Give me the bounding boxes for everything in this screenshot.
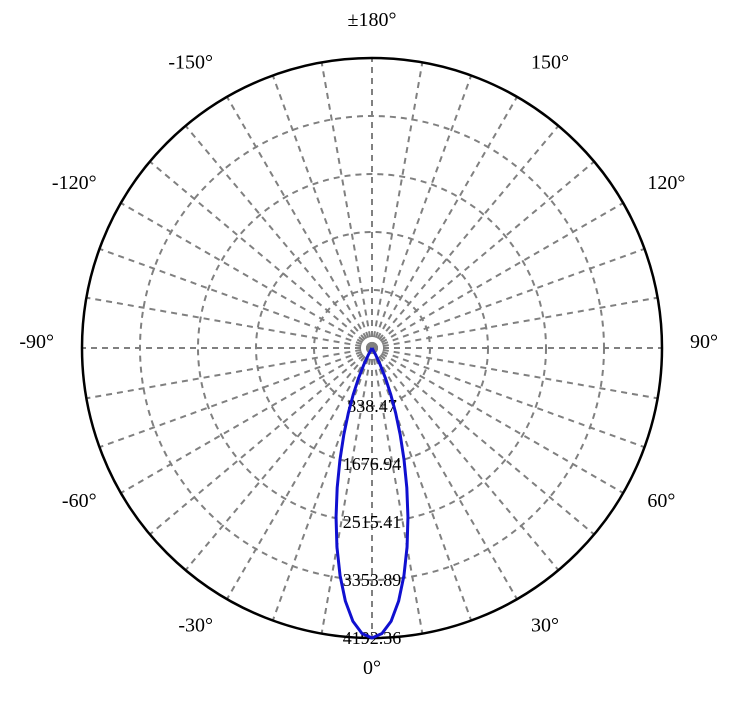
radial-label: 1676.94 bbox=[343, 454, 402, 474]
angle-label: ±180° bbox=[348, 9, 397, 31]
angle-label: 30° bbox=[531, 614, 559, 636]
angle-label: 60° bbox=[647, 490, 675, 512]
angle-label: -30° bbox=[178, 614, 213, 636]
angle-label: -150° bbox=[168, 52, 213, 74]
angle-label: 0° bbox=[363, 657, 381, 679]
radial-label: 3353.89 bbox=[343, 570, 402, 590]
angle-label: -90° bbox=[19, 331, 54, 353]
angle-label: -120° bbox=[52, 172, 97, 194]
polar-svg: 838.471676.942515.413353.894192.360°30°6… bbox=[0, 0, 744, 697]
angle-label: 90° bbox=[690, 331, 718, 353]
polar-chart: 838.471676.942515.413353.894192.360°30°6… bbox=[0, 0, 744, 697]
radial-label: 2515.41 bbox=[343, 512, 402, 532]
radial-label: 838.47 bbox=[347, 396, 397, 416]
angle-label: -60° bbox=[62, 490, 97, 512]
angle-label: 150° bbox=[531, 52, 569, 74]
angle-label: 120° bbox=[647, 172, 685, 194]
